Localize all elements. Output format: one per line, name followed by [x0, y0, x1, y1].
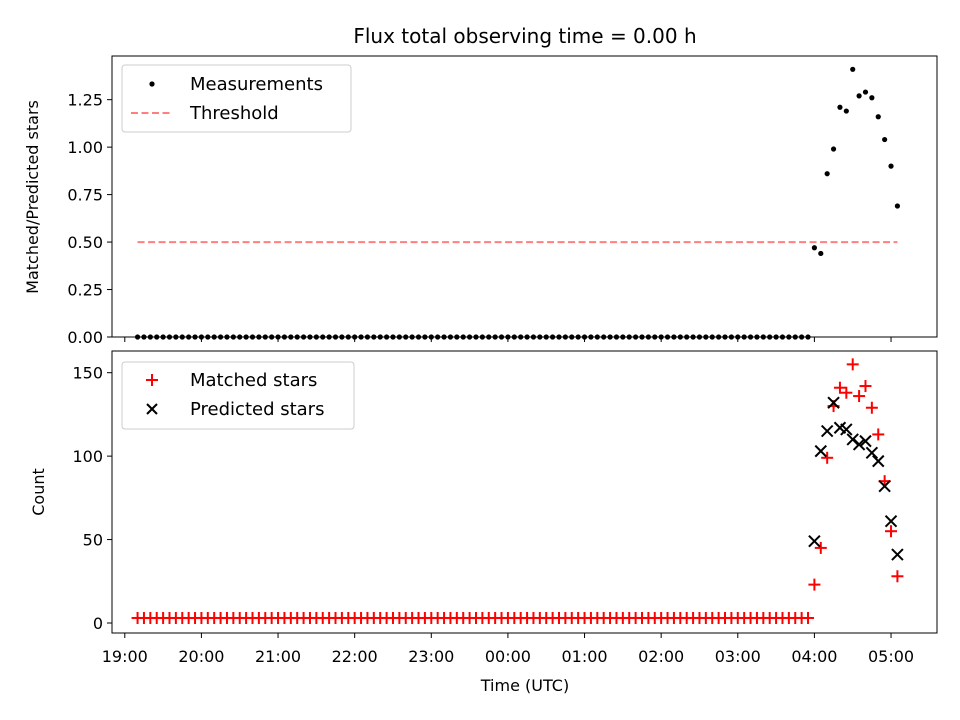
top-y-tick-label: 0.25	[67, 281, 103, 300]
legend-matched-label: Matched stars	[190, 370, 317, 391]
predicted-star-point	[820, 424, 834, 438]
predicted-star-point	[884, 514, 898, 528]
x-axis-label: Time (UTC)	[480, 676, 569, 695]
predicted-star-point	[859, 434, 872, 448]
predicted-star-point	[872, 454, 885, 468]
x-tick-label: 23:00	[408, 647, 454, 666]
bottom-y-tick-label: 0	[93, 614, 103, 633]
measurement-point	[894, 203, 901, 209]
matched-star-point	[853, 390, 866, 403]
predicted-star-point	[808, 535, 821, 548]
matched-star-point	[846, 358, 859, 371]
predicted-star-point	[865, 446, 879, 459]
legend-predicted-label: Predicted stars	[190, 399, 324, 420]
x-tick-label: 03:00	[715, 647, 761, 666]
measurement-point	[830, 146, 837, 152]
matched-star-point	[872, 428, 885, 441]
top-plot-frame	[111, 55, 938, 338]
top-y-tick-label: 0.50	[67, 233, 103, 252]
x-tick-label: 22:00	[332, 647, 378, 666]
predicted-star-point	[891, 548, 904, 561]
measurement-point	[888, 163, 894, 169]
measurement-point	[811, 245, 818, 251]
bottom-plot-frame	[111, 350, 938, 634]
matched-star-point	[885, 525, 898, 538]
x-tick-label: 19:00	[102, 647, 148, 666]
predicted-star-point	[878, 479, 891, 493]
bottom-y-tick-label: 50	[83, 531, 103, 550]
top-y-tick-label: 0.00	[67, 328, 103, 347]
predicted-star-point	[827, 396, 840, 409]
legend-threshold-label: Threshold	[189, 103, 279, 124]
predicted-star-point	[840, 423, 853, 436]
matched-star-point	[865, 401, 878, 414]
measurement-point	[824, 171, 830, 177]
x-tick-label: 04:00	[791, 647, 837, 666]
legend-measurements-marker	[149, 81, 155, 87]
top-y-tick-label: 0.75	[67, 186, 103, 205]
measurement-point	[850, 66, 856, 72]
legend-measurements-label: Measurements	[190, 74, 323, 95]
predicted-star-point	[814, 444, 827, 458]
bottom-y-tick-label: 100	[72, 447, 103, 466]
x-tick-label: 21:00	[255, 647, 301, 666]
top-legend-box	[121, 64, 352, 133]
legend-predicted-marker	[146, 403, 158, 415]
bottom-y-axis-label: Count	[29, 468, 48, 516]
x-tick-label: 02:00	[638, 647, 684, 666]
x-tick-label: 01:00	[561, 647, 607, 666]
bottom-y-tick-label: 150	[72, 364, 103, 383]
x-tick-label: 20:00	[178, 647, 224, 666]
matched-star-point	[802, 611, 815, 624]
matched-star-point	[814, 541, 827, 554]
measurement-point	[869, 95, 875, 101]
measurement-point	[862, 89, 869, 95]
chart-title: Flux total observing time = 0.00 h	[353, 24, 696, 48]
matched-star-point	[808, 578, 821, 591]
bottom-legend: Matched stars Predicted stars	[121, 361, 355, 430]
measurement-point	[856, 93, 862, 99]
matched-star-point	[840, 386, 853, 399]
top-y-axis-label: Matched/Predicted stars	[23, 100, 42, 294]
bottom-plot-area: 0 50 100 150 19:00 20:00 21:00 22:00 23:00 00:00 0…	[72, 358, 914, 666]
matched-star-point	[859, 380, 872, 393]
top-y-tick-label: 1.00	[67, 138, 103, 157]
measurement-point	[843, 108, 849, 114]
measurement-point	[818, 250, 824, 257]
top-y-tick-label: 1.25	[67, 91, 103, 110]
x-tick-label: 05:00	[868, 647, 914, 666]
measurement-point	[875, 114, 881, 120]
top-legend: Measurements Threshold	[121, 64, 352, 133]
measurement-point	[882, 136, 888, 143]
legend-matched-marker	[146, 374, 158, 386]
matched-star-point	[821, 451, 834, 464]
x-tick-label: 00:00	[485, 647, 531, 666]
matched-star-point	[891, 570, 904, 583]
matched-star-point	[833, 381, 846, 394]
measurement-point	[837, 104, 843, 110]
predicted-star-point	[852, 438, 866, 451]
bottom-legend-box	[121, 361, 355, 430]
